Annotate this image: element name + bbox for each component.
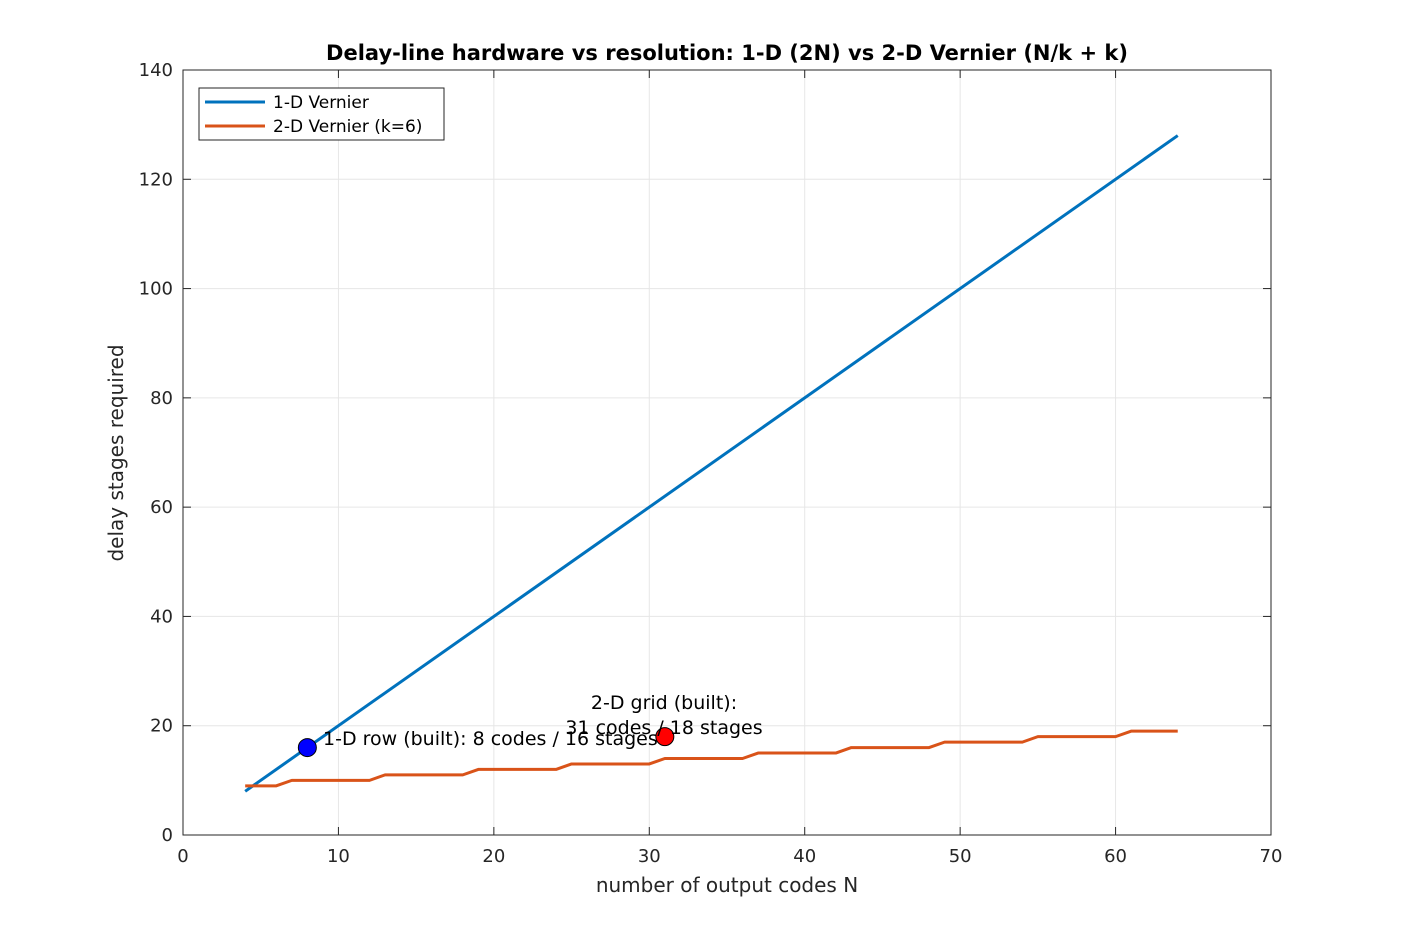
x-tick-label: 20 bbox=[482, 846, 505, 867]
y-tick-label: 120 bbox=[139, 169, 173, 190]
series-line-2d-vernier bbox=[245, 729, 1178, 788]
y-tick-label: 140 bbox=[139, 60, 173, 81]
y-tick-label: 40 bbox=[150, 606, 173, 627]
y-tick-label: 100 bbox=[139, 279, 173, 300]
axes bbox=[182, 69, 1272, 836]
legend-label-2d: 2-D Vernier (k=6) bbox=[273, 117, 422, 137]
marker-1d-row bbox=[297, 738, 317, 758]
x-tick-label: 0 bbox=[177, 846, 188, 867]
y-tick-label: 20 bbox=[150, 716, 173, 737]
annotation-1d-row: 1-D row (built): 8 codes / 16 stages bbox=[323, 728, 658, 750]
chart-title: Delay-line hardware vs resolution: 1-D (… bbox=[326, 41, 1128, 65]
x-tick-label: 70 bbox=[1260, 846, 1283, 867]
y-tick-label: 0 bbox=[162, 825, 173, 846]
x-tick-label: 30 bbox=[638, 846, 661, 867]
series-layer bbox=[244, 134, 1179, 793]
x-tick-label: 60 bbox=[1104, 846, 1127, 867]
series-line-1d-vernier bbox=[244, 134, 1179, 793]
legend: 1-D Vernier 2-D Vernier (k=6) bbox=[198, 87, 445, 141]
annotation-2d-grid-line1: 2-D grid (built): bbox=[591, 692, 737, 714]
marker-layer bbox=[297, 727, 675, 758]
marker-2d-grid bbox=[655, 727, 675, 747]
x-tick-label: 50 bbox=[949, 846, 972, 867]
y-tick-label: 60 bbox=[150, 497, 173, 518]
plot-frame bbox=[182, 69, 1272, 836]
x-axis-label: number of output codes N bbox=[596, 873, 858, 897]
legend-label-1d: 1-D Vernier bbox=[273, 93, 369, 113]
x-tick-label: 10 bbox=[327, 846, 350, 867]
x-tick-label: 40 bbox=[793, 846, 816, 867]
annotation-2d-grid-line2: 31 codes / 18 stages bbox=[565, 717, 762, 739]
y-tick-label: 80 bbox=[150, 388, 173, 409]
ticks: 0 10 20 30 40 50 60 70 0 20 40 60 80 100 120 140 bbox=[139, 60, 1283, 867]
y-axis-label: delay stages required bbox=[104, 344, 128, 561]
legend-box bbox=[198, 87, 445, 141]
